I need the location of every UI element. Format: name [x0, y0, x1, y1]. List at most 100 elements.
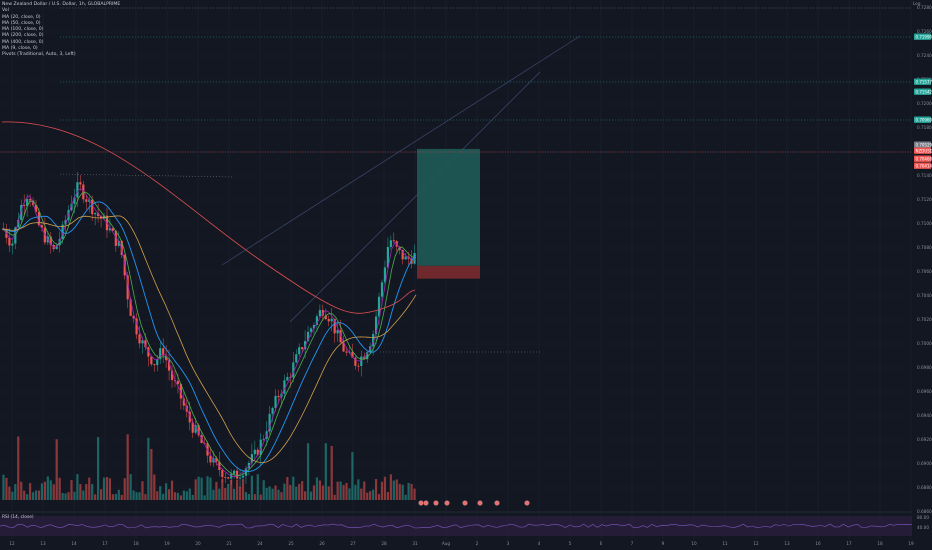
volume-bar — [321, 485, 324, 500]
volume-bar — [413, 488, 416, 500]
volume-bar — [351, 452, 354, 500]
candle-body — [283, 380, 286, 394]
volume-bar — [244, 492, 248, 500]
candle-body — [20, 204, 23, 220]
price-tag-label: NZDUSD — [916, 148, 932, 153]
candle-body — [330, 318, 333, 322]
volume-bar — [194, 479, 197, 500]
volume-bar — [318, 480, 321, 500]
candle-body — [126, 275, 129, 300]
price-tag-bg — [914, 33, 931, 40]
time-axis-label: 31 — [412, 541, 418, 546]
volume-bar — [141, 481, 144, 500]
rsi-pane — [0, 511, 913, 536]
volume-bar — [97, 437, 100, 500]
candle-body — [82, 184, 85, 200]
volume-bar — [67, 492, 70, 500]
symbol-title[interactable]: New Zealand Dollar / U.S. Dollar, 1h, GL… — [2, 2, 121, 7]
volume-bar — [105, 476, 109, 500]
volume-bar — [82, 490, 85, 500]
volume-bar — [76, 474, 79, 500]
volume-bar — [268, 486, 271, 500]
volume-bar — [256, 474, 259, 500]
candle-body — [212, 457, 215, 463]
volume-bar — [58, 477, 61, 500]
log-toggle[interactable]: Log — [913, 1, 921, 6]
volume-bar — [327, 486, 330, 500]
volume-bar — [380, 481, 384, 500]
volume-bar — [94, 494, 97, 500]
volume-bar — [227, 483, 230, 500]
candle-body — [70, 203, 73, 211]
volume-bar — [389, 474, 392, 500]
volume-bar — [120, 494, 123, 500]
time-axis-label: 2 — [476, 541, 479, 546]
volume-bar — [286, 476, 289, 500]
time-axis-label: 11 — [722, 541, 728, 546]
volume-bar — [333, 494, 336, 500]
trend-channel — [221, 35, 581, 323]
volume-bar — [357, 479, 360, 500]
indicator-ma100[interactable]: MA (100, close, 0) — [2, 27, 44, 33]
volume-bar — [197, 476, 200, 500]
indicator-pivots[interactable]: Pivots (Traditional, Auto, 3, Left) — [2, 52, 76, 58]
indicator-ma400[interactable]: MA (400, close, 0) — [2, 39, 44, 45]
candle-body — [209, 455, 212, 463]
volume-bar — [23, 490, 26, 500]
rsi-label[interactable]: RSI (14, close) — [2, 515, 34, 520]
candle-body — [345, 351, 348, 353]
candle-body — [76, 182, 79, 198]
moving-averages — [1, 121, 417, 478]
volume-bar — [17, 436, 20, 500]
volume-bar — [185, 491, 188, 500]
price-tag-bg — [914, 147, 931, 154]
volume-bar — [46, 476, 49, 500]
indicator-ma200[interactable]: MA (200, close, 0) — [2, 33, 44, 39]
candle-body — [336, 330, 339, 334]
candle-body — [386, 247, 390, 268]
rsi-axis: 80.00 40.00 — [917, 515, 929, 530]
position-profit-zone — [417, 148, 480, 266]
candle-body — [8, 237, 11, 246]
volume-bar — [250, 475, 253, 500]
volume-bar — [274, 485, 277, 500]
volume-bar — [215, 481, 218, 500]
candle-body — [286, 376, 289, 381]
indicator-ma20[interactable]: MA (20, close, 0) — [2, 14, 41, 20]
candle-body — [188, 411, 191, 423]
candle-body — [374, 316, 378, 335]
price-tag-label: 0.71990 — [916, 34, 932, 39]
volume-bar — [309, 491, 313, 500]
candle-body — [389, 240, 392, 248]
volume-bar — [170, 480, 174, 500]
event-markers — [418, 500, 530, 506]
event-marker-icon — [494, 500, 500, 506]
candle-body — [197, 425, 200, 436]
candle-body — [262, 438, 265, 440]
volume-bar — [295, 486, 298, 500]
candle-body — [301, 347, 304, 350]
volume-bar — [330, 445, 333, 500]
volume-bar — [40, 483, 44, 500]
volume-bar — [126, 434, 129, 500]
candle-body — [179, 384, 183, 399]
candle-body — [26, 199, 29, 206]
rsi-axis-label: 40.00 — [917, 525, 929, 530]
candle-body — [392, 240, 395, 242]
time-axis-label: 19 — [164, 541, 170, 546]
ma20-line — [1, 191, 417, 477]
time-axis-label: 24 — [257, 541, 263, 546]
indicator-ma9[interactable]: MA (9, close, 0) — [2, 46, 38, 52]
candle-body — [17, 219, 20, 228]
time-axis-label: 26 — [319, 541, 325, 546]
volume-bar — [26, 494, 29, 500]
volume-bar — [73, 491, 76, 500]
indicator-ma50[interactable]: MA (50, close, 0) — [2, 20, 41, 26]
volume-bar — [85, 483, 88, 500]
volume-bar — [91, 484, 94, 500]
